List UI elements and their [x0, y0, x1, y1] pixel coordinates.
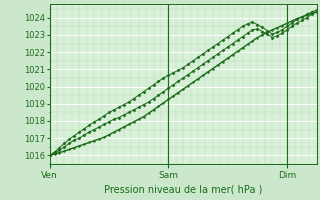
X-axis label: Pression niveau de la mer( hPa ): Pression niveau de la mer( hPa ) — [104, 184, 262, 194]
